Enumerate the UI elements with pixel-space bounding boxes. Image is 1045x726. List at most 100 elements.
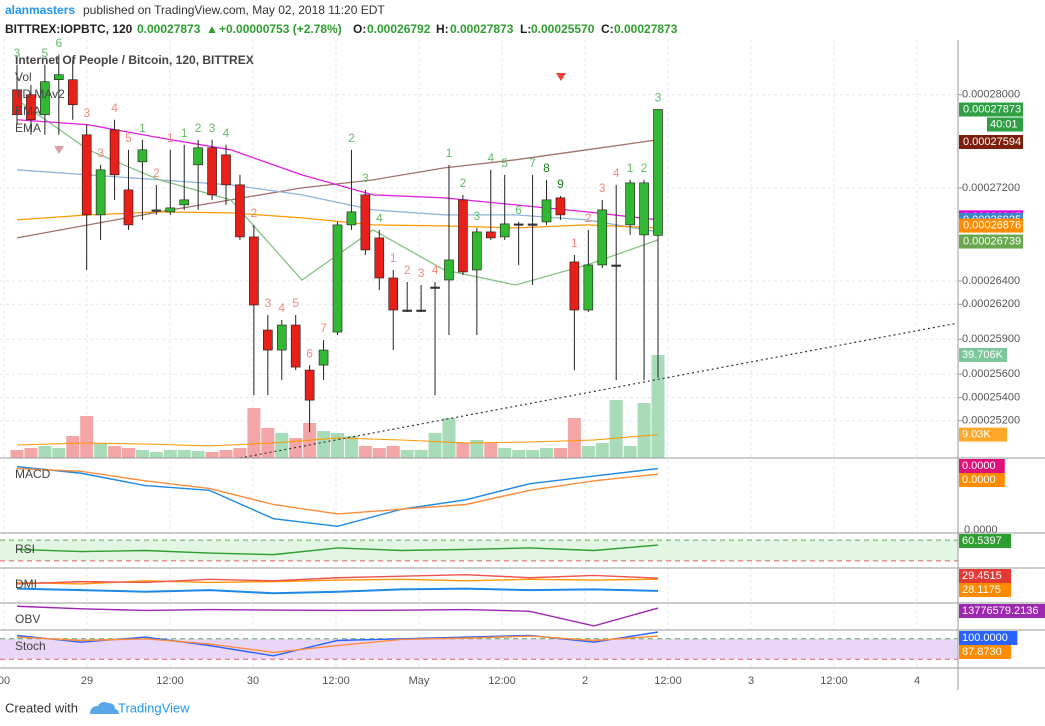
price-label: 0.00026739 [963, 235, 1021, 247]
volume-bar [191, 450, 205, 458]
symbol: BITTREX:IOPBTC, 120 [5, 22, 133, 36]
td-count: 2 [585, 211, 592, 225]
volume-bar [108, 446, 122, 458]
change: +0.00000753 (+2.78%) [219, 22, 342, 36]
last-price: 0.00027873 [137, 22, 201, 36]
close: 0.00027873 [614, 22, 678, 36]
candle-body [374, 237, 385, 279]
candle-body [54, 74, 64, 81]
td-count: 3 [97, 146, 104, 160]
y-tick-label: 0.00028000 [962, 89, 1020, 101]
volume-bar [344, 436, 358, 458]
y-tick-label: 0.00025400 [962, 391, 1020, 403]
footer-created: Created with [5, 700, 78, 715]
open-label: O: [353, 22, 366, 36]
countdown-box [987, 117, 1023, 132]
candle-body [235, 184, 245, 238]
author[interactable]: alanmasters [5, 3, 75, 17]
close-label: C: [601, 22, 614, 36]
time-label: 3 [748, 675, 754, 687]
candle-body [472, 231, 482, 271]
candle-body [179, 199, 190, 206]
price-label: 0.00027873 [963, 103, 1021, 115]
low-label: L: [520, 22, 531, 36]
volume-bar [38, 446, 52, 458]
td-count: 6 [306, 346, 313, 360]
volume-bar [233, 448, 247, 458]
td-count: 7 [320, 321, 327, 335]
td-count: 8 [543, 161, 550, 175]
volume-label: 39.706K [962, 349, 1004, 361]
candle-body [444, 259, 454, 281]
td-count: 3 [362, 171, 369, 185]
price-label-box [959, 218, 1023, 233]
candle-body [95, 169, 106, 216]
td-count: 3 [418, 266, 425, 280]
volume-bar [581, 446, 595, 458]
candle-body [485, 231, 496, 239]
td-count: 6 [515, 203, 522, 217]
volume-label: 9.03K [962, 428, 991, 440]
volume-label-box [959, 348, 1007, 363]
candle-body [611, 264, 621, 267]
change-arrow: ▲ [206, 22, 218, 36]
indicator-value-box [959, 473, 1005, 487]
indicator-line [16, 573, 659, 585]
candle-body [555, 197, 566, 216]
volume-bar [331, 432, 344, 458]
volume-bar [609, 400, 623, 458]
td-count: 3 [83, 106, 90, 120]
trend-line [239, 322, 959, 459]
indicator-name: OBV [15, 612, 40, 626]
indicator-value: 0.0000 [962, 474, 996, 486]
indicator-value: 87.8730 [962, 646, 1002, 658]
volume-bar [163, 450, 177, 458]
legend-item: TD MAv2 [15, 87, 65, 101]
td-count: 5 [292, 296, 299, 310]
indicator-value-box [959, 604, 1045, 618]
td-count: 4 [613, 166, 620, 180]
volume-bar [526, 450, 540, 458]
candle-body [249, 236, 259, 306]
candle-body [137, 149, 148, 163]
volume-bar [651, 355, 665, 458]
candle-body [263, 329, 273, 351]
time-label: 12:00 [488, 675, 516, 687]
volume-bar [177, 450, 191, 458]
legend-item: EMA [15, 104, 41, 118]
volume-bar [637, 403, 651, 458]
brand-logo [90, 702, 119, 714]
indicator-line [16, 605, 659, 627]
indicator-line [16, 587, 659, 595]
candle-body [360, 194, 371, 251]
volume-bar [80, 416, 94, 458]
indicator-value: 100.0000 [962, 632, 1008, 644]
candle-body [81, 134, 92, 216]
candle-body [165, 207, 176, 213]
volume-bar [205, 452, 219, 458]
td-count: 1 [571, 236, 578, 250]
td-count: 2 [153, 166, 160, 180]
footer-brand[interactable]: TradingView [118, 700, 190, 715]
volume-bar [317, 430, 331, 458]
volume-bar [10, 450, 24, 458]
price-label: 0.00027594 [963, 136, 1021, 148]
time-label: May [409, 675, 430, 687]
volume-bar [414, 450, 428, 458]
volume-bar [372, 448, 386, 458]
td-count: 1 [167, 131, 174, 145]
time-label: 12:00 [820, 675, 848, 687]
y-tick-label: 0.00026200 [962, 298, 1020, 310]
volume-bar [135, 450, 149, 458]
volume-bar [595, 442, 609, 458]
price-label: 0.00026876 [963, 220, 1021, 232]
indicator-line [16, 465, 659, 527]
candle-body [40, 81, 50, 116]
candle-body [26, 94, 36, 121]
volume-bar [484, 442, 498, 458]
indicator-value-box [959, 583, 1012, 597]
time-label: 2 [582, 675, 588, 687]
volume-bar [553, 448, 567, 458]
indicator-name: MACD [15, 467, 51, 481]
